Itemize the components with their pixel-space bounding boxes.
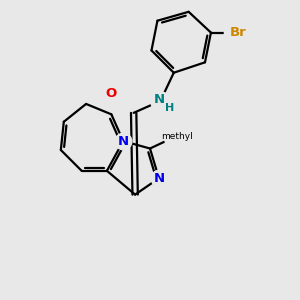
- Text: N: N: [153, 172, 164, 185]
- Text: methyl: methyl: [161, 132, 193, 141]
- Text: O: O: [106, 87, 117, 100]
- Text: H: H: [165, 103, 174, 113]
- Text: N: N: [153, 93, 164, 106]
- Text: Br: Br: [229, 26, 246, 39]
- Text: N: N: [118, 135, 129, 148]
